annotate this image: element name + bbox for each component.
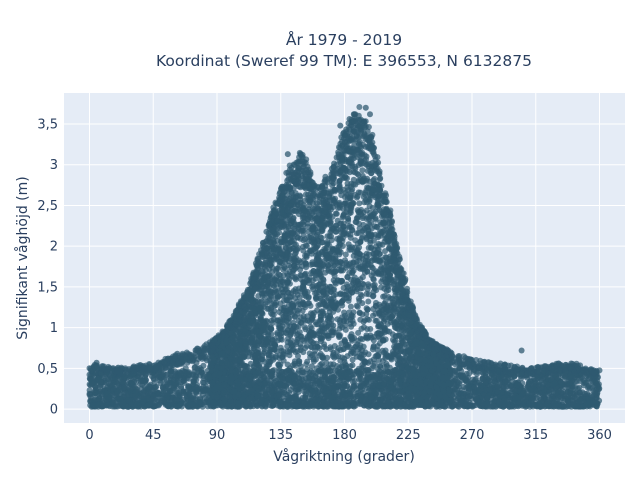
data-point — [364, 401, 371, 408]
data-point — [347, 303, 354, 310]
data-point — [153, 398, 160, 405]
data-point — [286, 352, 293, 359]
data-point — [356, 200, 363, 207]
chart-title-line1: År 1979 - 2019 — [286, 30, 402, 49]
data-point — [304, 400, 310, 407]
data-point — [323, 403, 330, 409]
data-point — [86, 387, 93, 394]
data-point — [133, 401, 140, 408]
data-point — [304, 358, 311, 365]
data-point — [199, 379, 206, 386]
data-point — [173, 396, 180, 403]
data-point — [593, 394, 600, 401]
data-point — [491, 403, 498, 410]
data-point — [90, 402, 97, 409]
data-point — [330, 361, 337, 368]
data-point — [353, 194, 360, 201]
data-point — [94, 402, 101, 409]
data-point — [545, 403, 552, 410]
data-point — [285, 394, 292, 401]
data-point — [564, 398, 571, 405]
data-point — [109, 399, 116, 406]
data-point — [382, 254, 389, 261]
data-point — [484, 401, 490, 408]
data-point — [385, 399, 392, 405]
data-point — [546, 396, 553, 403]
data-point — [358, 396, 365, 403]
data-point — [351, 378, 358, 385]
data-point — [401, 402, 408, 409]
data-point — [302, 395, 309, 402]
data-point — [113, 403, 119, 410]
chart-title-line2: Koordinat (Sweref 99 TM): E 396553, N 61… — [156, 52, 532, 70]
data-point — [533, 402, 539, 409]
data-point — [347, 386, 354, 392]
data-point — [201, 399, 208, 406]
data-point — [356, 298, 363, 304]
data-point — [337, 393, 343, 400]
data-point — [199, 391, 206, 398]
data-point — [182, 365, 189, 372]
data-point — [299, 402, 305, 409]
data-point — [178, 383, 185, 390]
data-point — [451, 402, 458, 409]
data-point — [286, 389, 293, 396]
data-point — [590, 398, 596, 405]
data-point — [345, 399, 352, 406]
data-points — [86, 104, 603, 410]
data-point — [310, 396, 317, 403]
data-point — [204, 403, 211, 410]
data-point — [349, 362, 356, 369]
data-point — [541, 379, 548, 386]
data-point — [293, 403, 300, 410]
data-point — [124, 403, 131, 410]
data-point — [382, 403, 389, 410]
data-point — [465, 394, 472, 401]
data-point — [368, 394, 375, 401]
data-point — [190, 378, 197, 385]
data-point — [308, 363, 315, 370]
data-point — [312, 402, 319, 408]
